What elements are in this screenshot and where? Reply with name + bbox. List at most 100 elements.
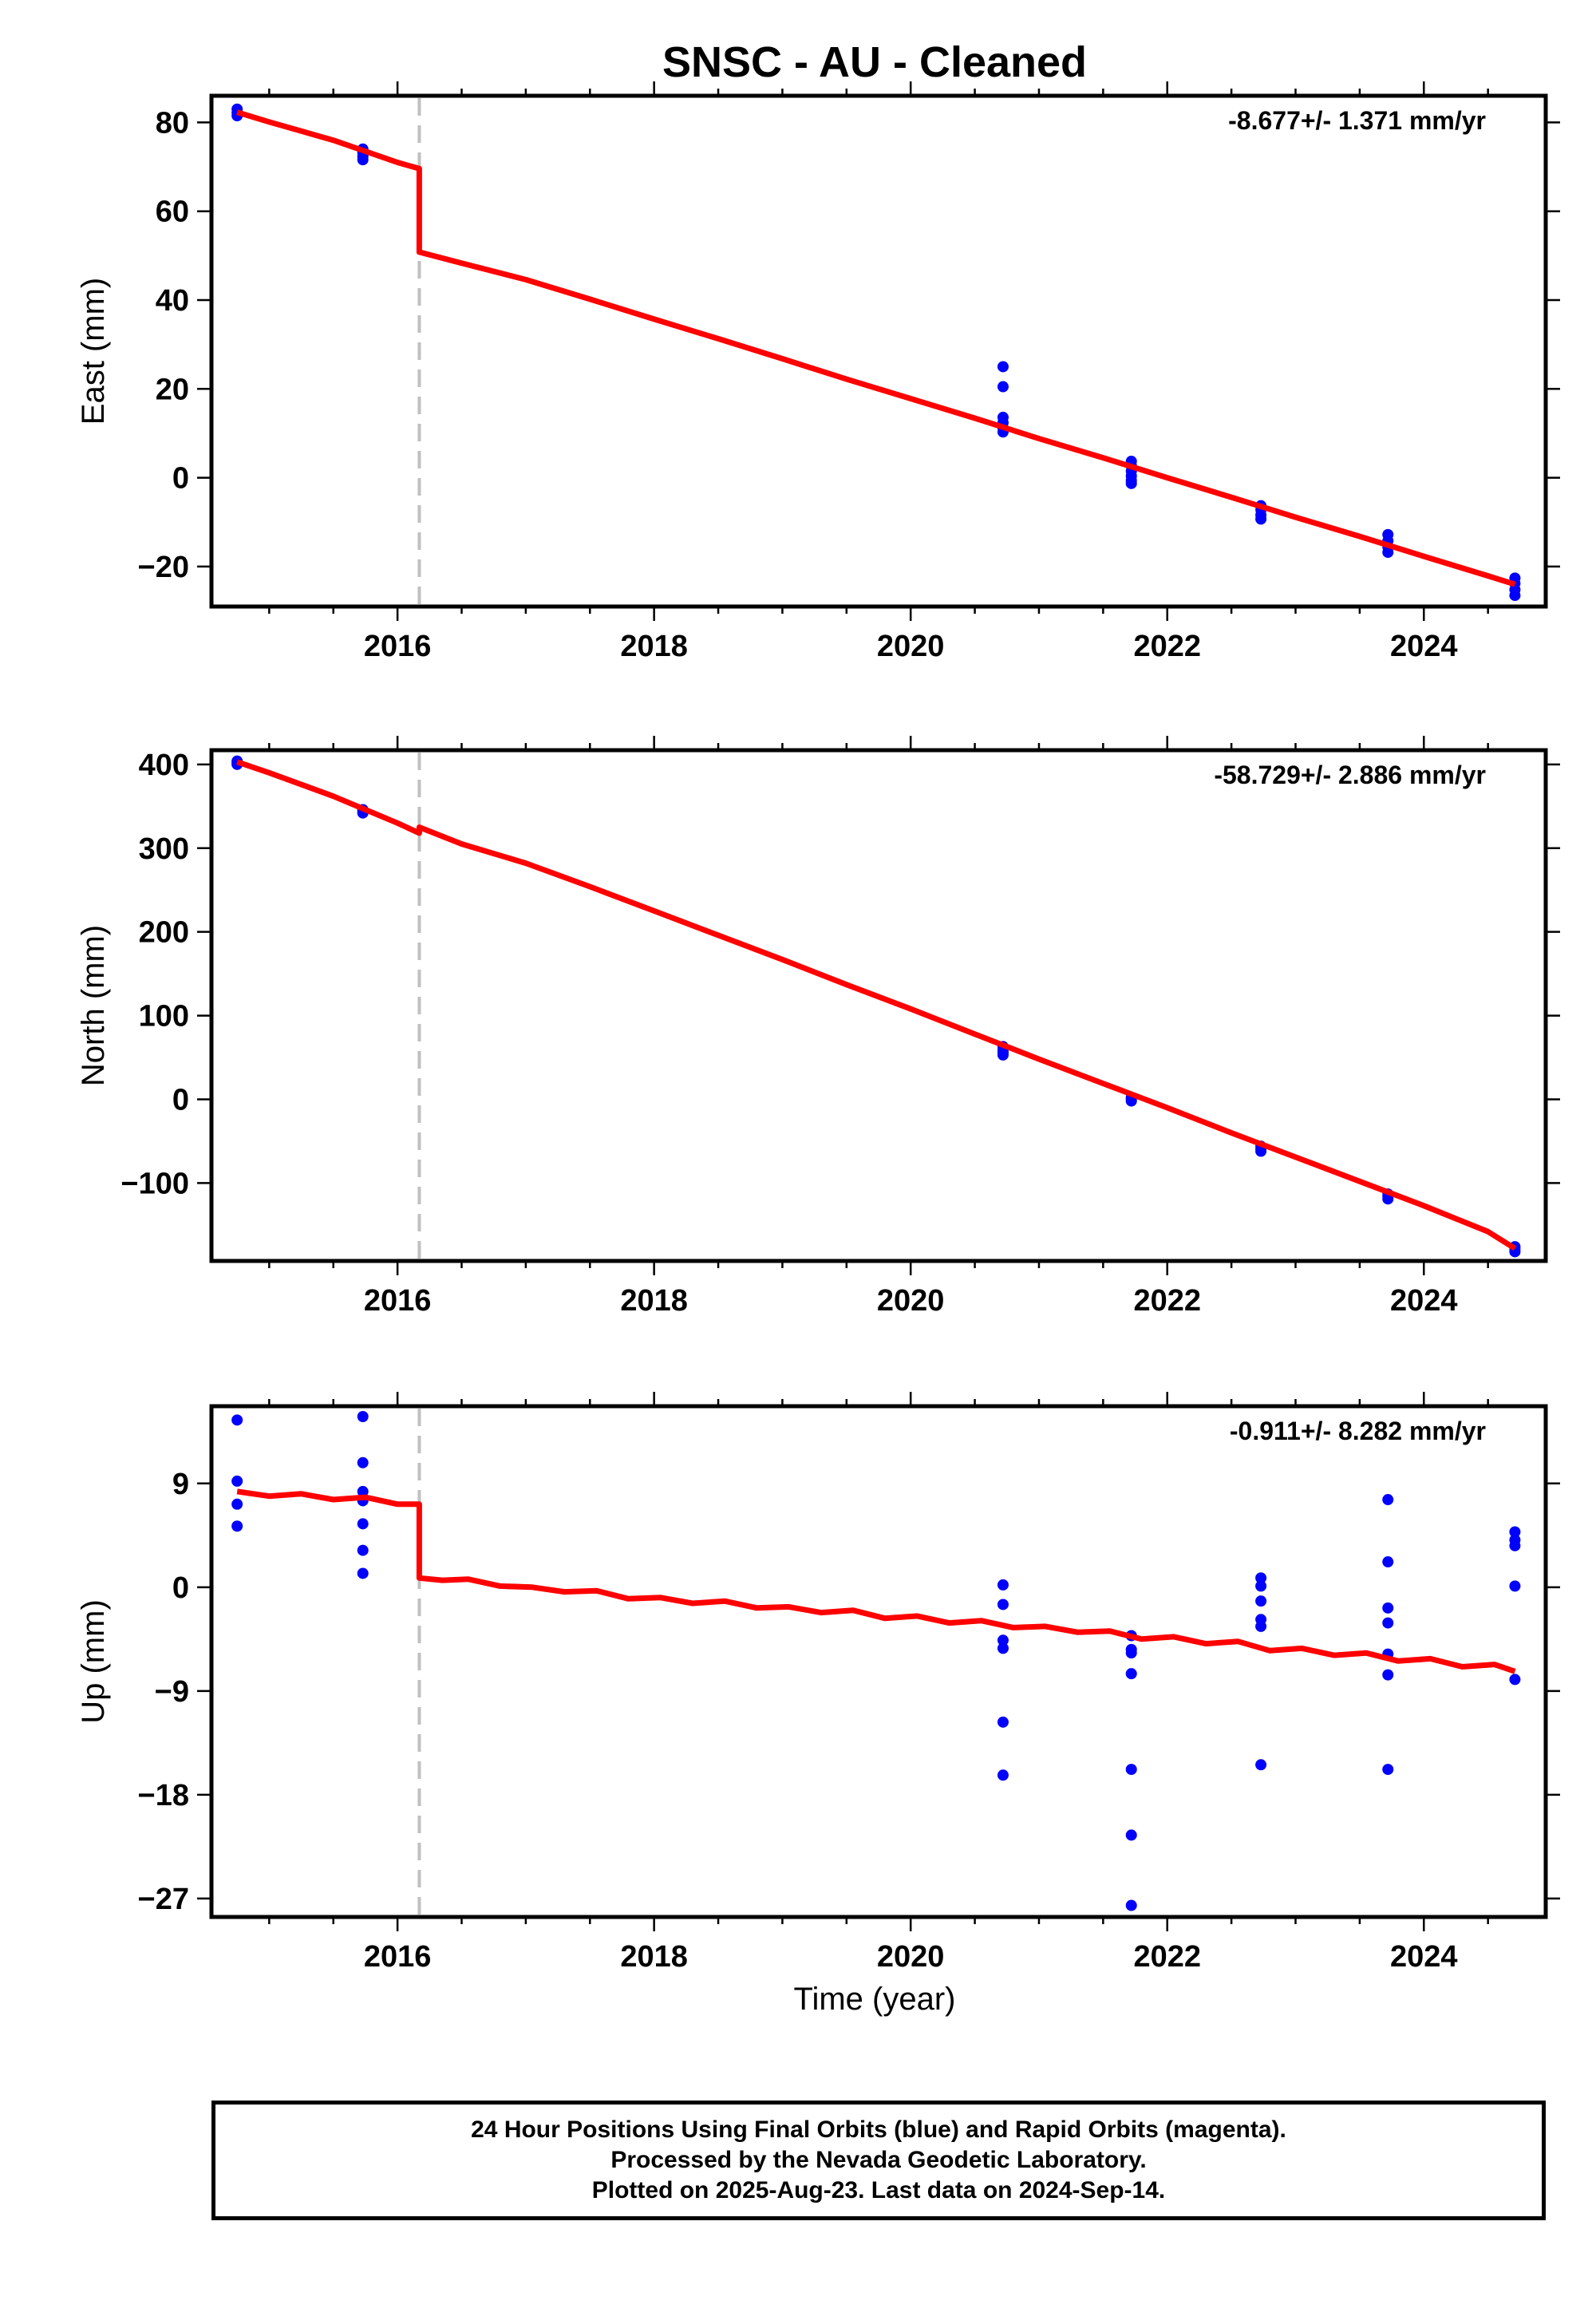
east-data-point — [1382, 547, 1394, 559]
up-data-point — [1382, 1617, 1394, 1629]
east-data-point — [997, 361, 1009, 373]
east-data-point — [997, 381, 1009, 393]
up-data-point — [357, 1567, 369, 1579]
east-data-point — [1509, 590, 1521, 602]
up-data-point — [1255, 1620, 1267, 1632]
north-y-tick-label: 200 — [139, 916, 189, 950]
up-data-point — [1255, 1572, 1267, 1584]
north-panel: 2016 2018 2020 2022 2024 400 300 200 100 0 −100 Nor… — [76, 736, 1560, 1318]
north-x-tick-label: 2020 — [877, 1284, 945, 1318]
up-y-axis-label: Up (mm) — [76, 1599, 111, 1724]
up-y-tick-label: −18 — [138, 1779, 189, 1812]
north-x-tick-label: 2024 — [1390, 1284, 1458, 1318]
east-y-tick-label: 0 — [172, 462, 189, 496]
east-x-tick-label: 2018 — [620, 630, 688, 663]
up-panel: 2016 2018 2020 2022 2024 9 0 −9 −18 −27 Up (mm) -0.… — [76, 1392, 1560, 1974]
north-x-tick-label: 2022 — [1133, 1284, 1201, 1318]
east-y-axis-label: East (mm) — [76, 278, 111, 425]
north-y-tick-label: 0 — [172, 1084, 189, 1117]
north-data-point — [1255, 1145, 1267, 1157]
up-data-point — [231, 1520, 243, 1532]
north-x-tick-label: 2016 — [364, 1284, 432, 1318]
up-data-point — [1382, 1494, 1394, 1506]
east-plot-frame — [209, 93, 1548, 609]
footer-line-processed: Processed by the Nevada Geodetic Laborat… — [610, 2147, 1147, 2173]
up-x-tick-label: 2022 — [1133, 1940, 1201, 1974]
up-y-tick-label: −9 — [155, 1675, 189, 1709]
up-data-point — [1125, 1899, 1137, 1911]
up-data-point — [1382, 1764, 1394, 1776]
up-x-tick-label: 2018 — [620, 1940, 688, 1974]
east-panel: 2016 2018 2020 2022 2024 80 60 40 20 0 −20 East (mm… — [76, 81, 1560, 663]
footer-line-orbits: 24 Hour Positions Using Final Orbits (bl… — [471, 2116, 1286, 2143]
east-data-point — [1125, 477, 1137, 489]
north-y-tick-label: 100 — [139, 1000, 189, 1034]
up-x-tick-label: 2024 — [1390, 1940, 1458, 1974]
up-data-point — [1125, 1829, 1137, 1841]
east-x-tick-label: 2024 — [1390, 630, 1458, 663]
up-data-point — [1509, 1526, 1521, 1538]
up-data-point — [997, 1769, 1009, 1781]
up-y-tick-label: −27 — [138, 1883, 189, 1916]
east-x-tick-label: 2022 — [1133, 630, 1201, 663]
up-data-point — [1509, 1674, 1521, 1686]
east-model-line — [236, 109, 1516, 587]
up-data-point — [357, 1518, 369, 1530]
east-y-tick-label: 60 — [156, 196, 189, 229]
east-y-tick-label: −20 — [138, 551, 189, 584]
east-y-tick-label: 20 — [156, 373, 189, 406]
up-data-point — [997, 1579, 1009, 1591]
north-data-point — [1382, 1193, 1394, 1205]
up-data-point — [1382, 1602, 1394, 1614]
up-data-point — [997, 1642, 1009, 1654]
up-data-point — [1255, 1580, 1267, 1592]
footer-line-plotted: Plotted on 2025-Aug-23. Last data on 202… — [591, 2177, 1166, 2203]
up-x-tick-label: 2016 — [364, 1940, 432, 1974]
up-y-tick-label: 9 — [172, 1468, 189, 1501]
up-data-point — [357, 1544, 369, 1556]
up-data-point — [231, 1414, 243, 1426]
up-data-point — [1509, 1580, 1521, 1592]
north-y-tick-label: 400 — [139, 749, 189, 782]
up-data-point — [1509, 1539, 1521, 1551]
east-y-tick-label: 80 — [156, 106, 189, 140]
north-x-tick-label: 2018 — [620, 1284, 688, 1318]
up-data-point — [357, 1485, 369, 1497]
up-data-point — [1255, 1595, 1267, 1607]
north-y-tick-label: −100 — [120, 1167, 189, 1200]
up-data-point — [997, 1599, 1009, 1611]
east-x-tick-label: 2016 — [364, 630, 432, 663]
up-data-point — [357, 1411, 369, 1423]
figure-title: SNSC - AU - Cleaned — [662, 38, 1087, 86]
east-data-point — [357, 154, 369, 166]
up-data-point — [1125, 1668, 1137, 1680]
north-y-tick-label: 300 — [139, 832, 189, 866]
up-model-line — [236, 1488, 1516, 1674]
east-y-tick-label: 40 — [156, 284, 189, 318]
east-data-point — [1255, 513, 1267, 525]
footer-info-box: 24 Hour Positions Using Final Orbits (bl… — [211, 2101, 1546, 2220]
up-data-point — [1382, 1556, 1394, 1568]
north-plot-frame — [209, 748, 1548, 1263]
east-x-tick-label: 2020 — [877, 630, 945, 663]
up-data-point — [231, 1475, 243, 1487]
up-plot-frame — [209, 1404, 1548, 1919]
up-data-point — [231, 1498, 243, 1510]
north-rate-label: -58.729+/- 2.886 mm/yr — [1214, 761, 1486, 789]
up-data-point — [1125, 1647, 1137, 1659]
up-data-point — [1382, 1669, 1394, 1681]
up-data-point — [1125, 1764, 1137, 1776]
north-model-line — [236, 759, 1517, 1251]
up-data-point — [997, 1634, 1009, 1646]
up-y-tick-label: 0 — [172, 1571, 189, 1605]
east-rate-label: -8.677+/- 1.371 mm/yr — [1228, 106, 1486, 135]
up-rate-label: -0.911+/- 8.282 mm/yr — [1230, 1417, 1486, 1445]
north-y-axis-label: North (mm) — [76, 925, 111, 1086]
up-data-point — [357, 1456, 369, 1468]
north-data-point — [1125, 1095, 1137, 1107]
up-data-point — [997, 1716, 1009, 1728]
up-x-tick-label: 2020 — [877, 1940, 945, 1974]
north-data-point — [997, 1049, 1009, 1061]
x-axis-label: Time (year) — [794, 1982, 956, 2017]
